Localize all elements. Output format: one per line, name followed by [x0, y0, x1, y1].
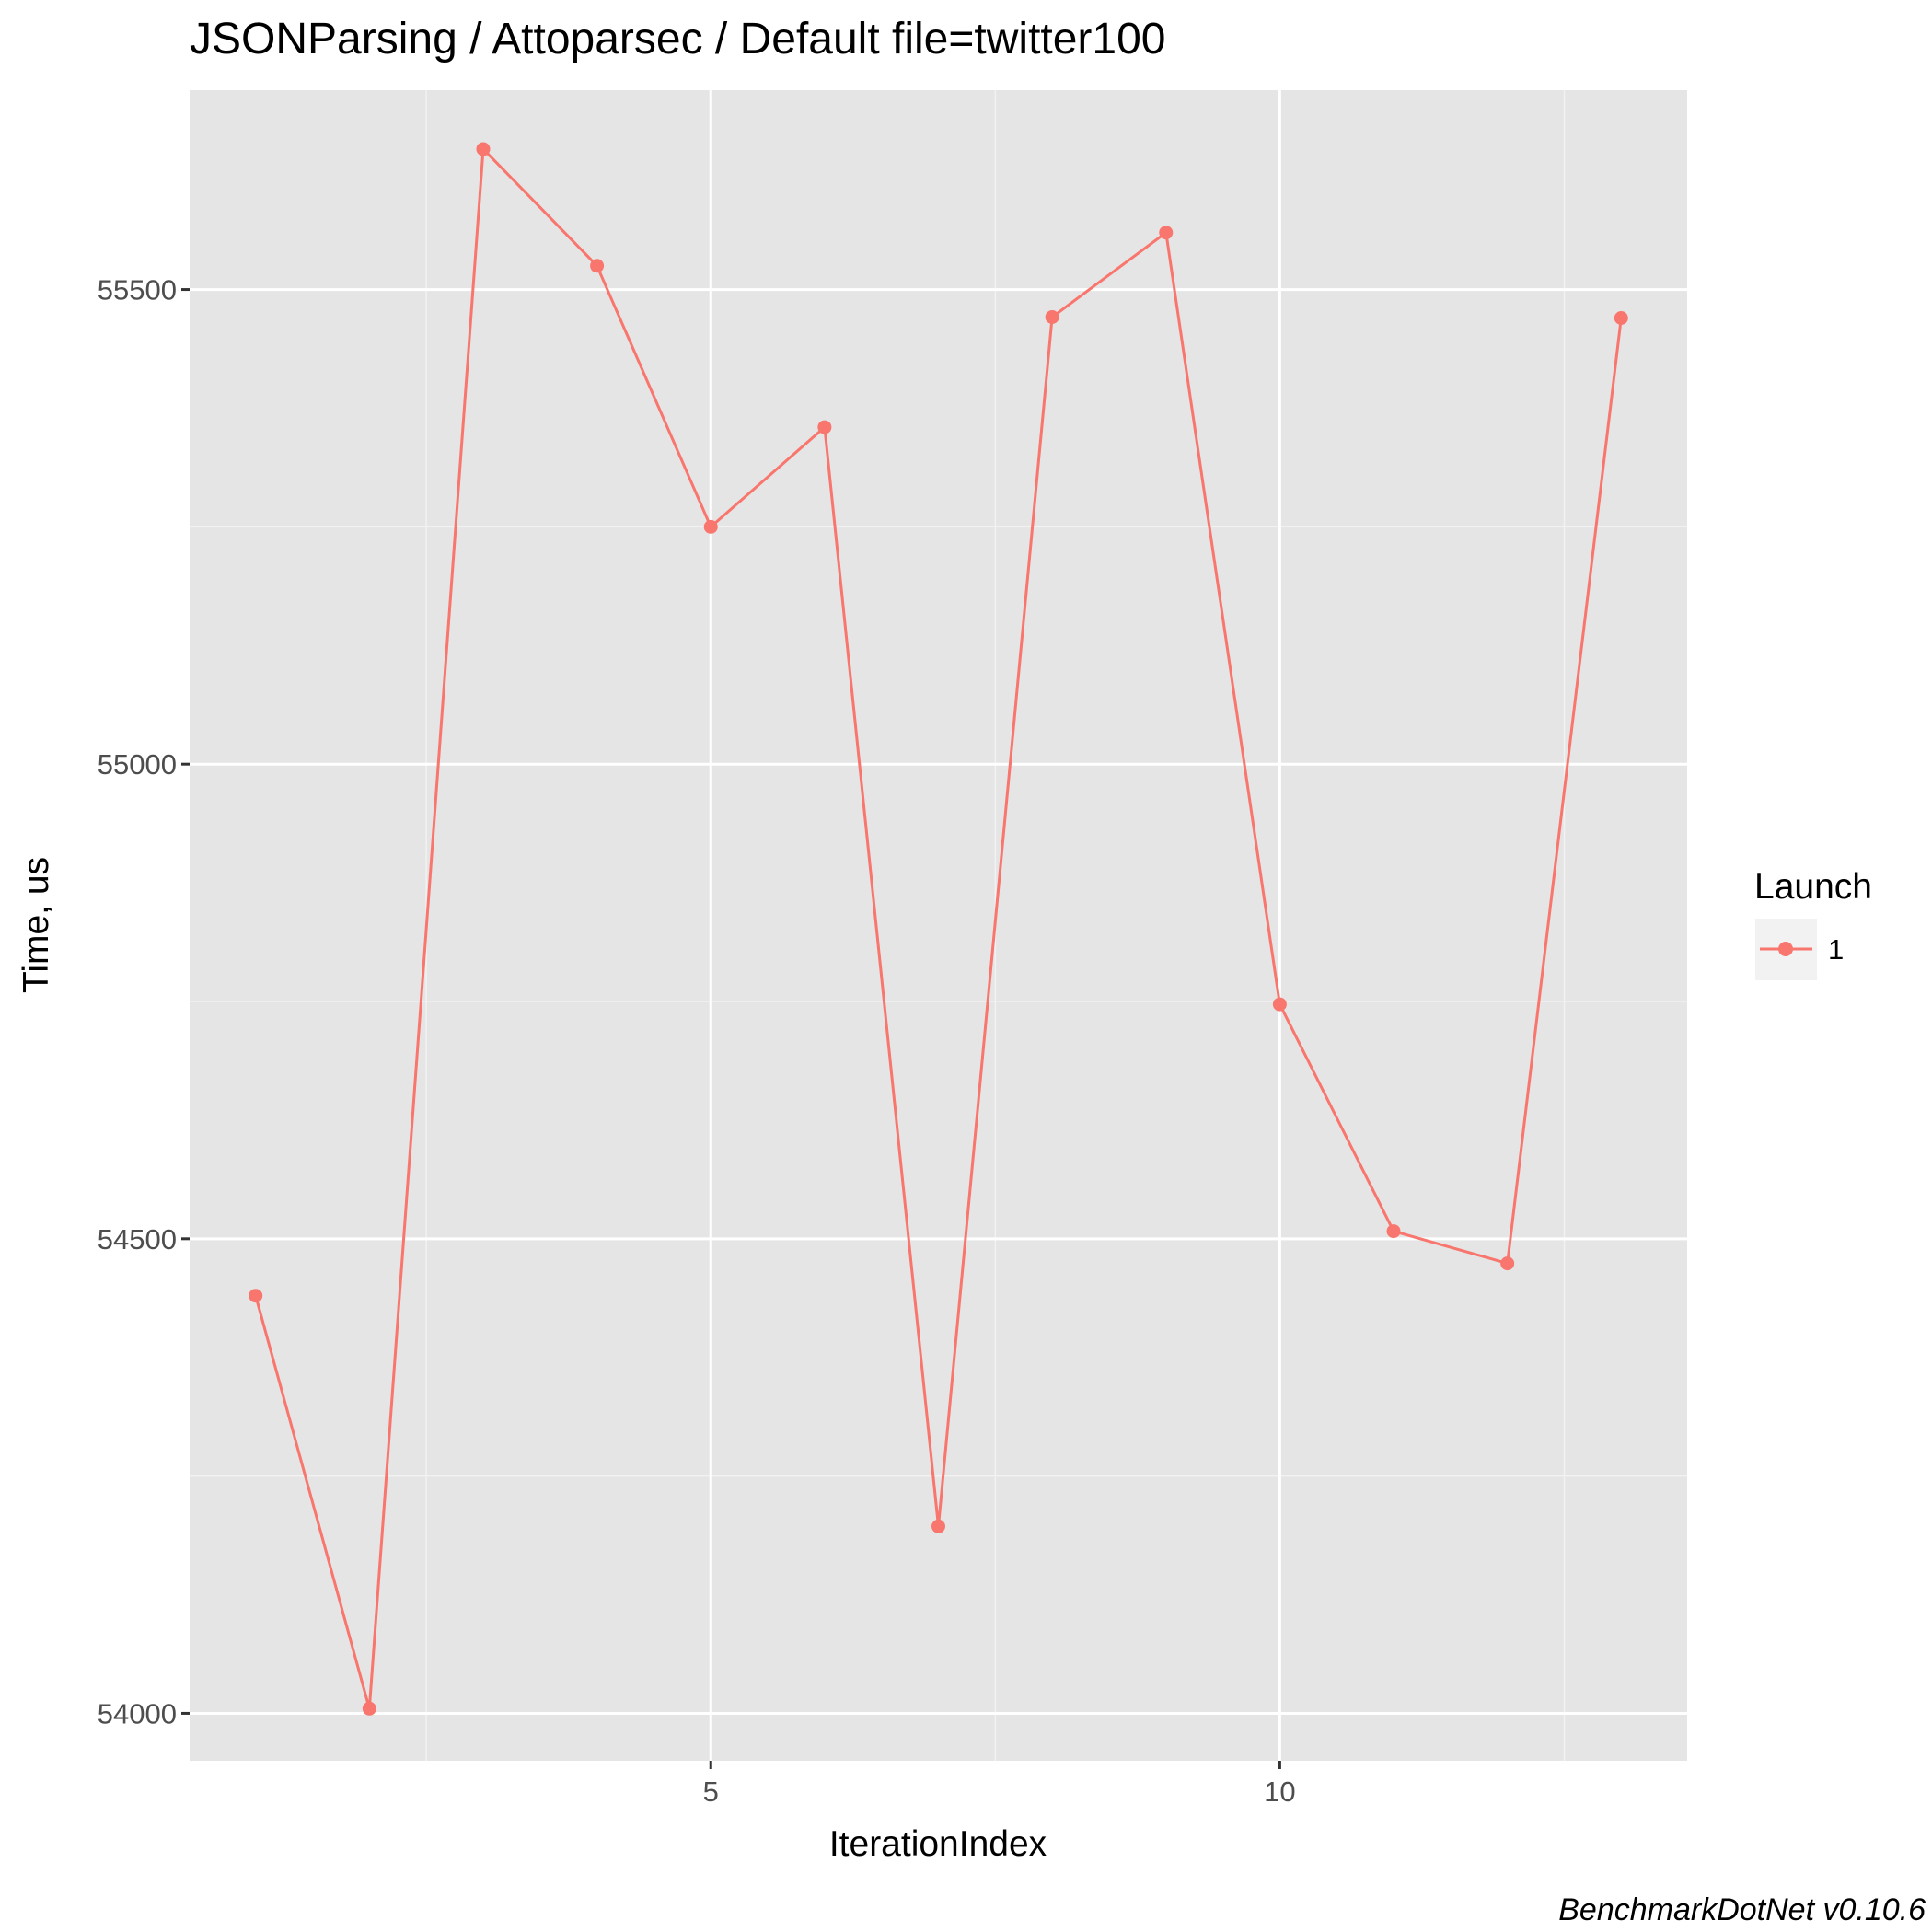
legend-key-point — [1778, 942, 1793, 956]
x-tick-label: 5 — [703, 1776, 719, 1808]
chart-title: JSONParsing / Attoparsec / Default file=… — [190, 15, 1166, 64]
legend: Launch 1 — [1754, 867, 1872, 980]
y-tick-label: 54500 — [98, 1223, 177, 1255]
data-point — [362, 1701, 376, 1716]
x-axis-title: IterationIndex — [829, 1824, 1047, 1864]
data-point — [1500, 1256, 1515, 1271]
data-point — [703, 519, 718, 534]
minor-gridlines — [190, 90, 1687, 1761]
y-axis-title: Time, us — [17, 857, 56, 993]
data-point — [931, 1519, 945, 1533]
data-point — [590, 259, 605, 273]
y-tick-label: 55500 — [98, 274, 177, 307]
data-point — [1045, 309, 1059, 324]
series-layer — [249, 142, 1628, 1716]
data-point — [1159, 226, 1174, 240]
caption: BenchmarkDotNet v0.10.6 — [1558, 1892, 1926, 1927]
y-tick-label: 54000 — [98, 1697, 177, 1730]
data-point — [1272, 997, 1287, 1012]
legend-title: Launch — [1754, 867, 1872, 907]
data-point — [817, 420, 832, 434]
legend-label-1: 1 — [1828, 933, 1844, 966]
data-point — [1386, 1224, 1401, 1239]
data-point — [249, 1289, 263, 1303]
x-tick-label: 10 — [1264, 1776, 1295, 1808]
axes: 54000 54500 55000 55500 5 10 — [98, 274, 1296, 1808]
data-point — [476, 142, 491, 156]
data-point — [1614, 311, 1628, 325]
y-tick-label: 55000 — [98, 748, 177, 781]
plot-panel — [190, 90, 1687, 1761]
